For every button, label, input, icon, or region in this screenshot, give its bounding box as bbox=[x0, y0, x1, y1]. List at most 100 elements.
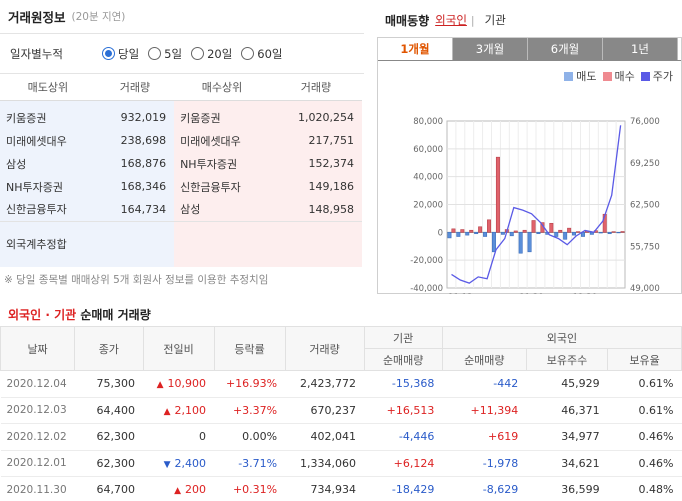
y-left-tick-label: -40,000 bbox=[410, 284, 443, 294]
delay-note: (20분 지연) bbox=[71, 11, 126, 23]
tab-1month[interactable]: 1개월 bbox=[378, 38, 453, 60]
tab-6month[interactable]: 6개월 bbox=[528, 38, 603, 60]
buy-bar bbox=[620, 231, 625, 233]
period-tabs: 1개월 3개월 6개월 1년 bbox=[378, 38, 681, 61]
legend-buy: 매수 bbox=[602, 68, 635, 84]
cell-foreign-hold: 36,599 bbox=[526, 476, 608, 501]
change-value: 0 bbox=[199, 430, 207, 444]
cell-change: ▲ 10,900 bbox=[143, 370, 215, 398]
buy-bar bbox=[558, 229, 563, 233]
cell-close: 62,300 bbox=[74, 450, 144, 477]
flow-table-title: 외국인 · 기관 순매매 거래량 bbox=[8, 306, 151, 323]
sell-broker: NH투자증권 bbox=[0, 175, 96, 198]
period-radio-20d[interactable]: 20일 bbox=[191, 46, 232, 62]
foreign-estimate-value bbox=[174, 220, 362, 267]
down-triangle-icon: ▼ bbox=[163, 459, 171, 470]
cell-date: 2020.12.03 bbox=[0, 397, 75, 424]
sell-bar bbox=[465, 232, 470, 236]
legend-swatch bbox=[602, 71, 612, 81]
change-value: 2,100 bbox=[174, 403, 207, 417]
col-date: 날짜 bbox=[0, 326, 76, 371]
y-right-tick-label: 69,250 bbox=[630, 159, 660, 169]
buy-bar bbox=[513, 230, 518, 233]
tab-3month[interactable]: 3개월 bbox=[453, 38, 528, 60]
cell-foreign-ratio: 0.46% bbox=[607, 450, 682, 477]
y-right-tick-label: 76,000 bbox=[630, 117, 660, 127]
sell-bar bbox=[447, 232, 452, 239]
y-left-tick-label: 20,000 bbox=[413, 201, 443, 211]
sell-bar bbox=[554, 232, 559, 237]
legend-label: 매수 bbox=[614, 70, 635, 83]
col-group-institution: 기관 bbox=[363, 326, 443, 349]
period-radio-60d[interactable]: 60일 bbox=[241, 46, 283, 62]
col-sell-broker: 매도상위 bbox=[0, 74, 96, 101]
change-value: 10,900 bbox=[167, 377, 207, 391]
col-foreign-ratio: 보유율 bbox=[607, 348, 682, 371]
col-buy-volume: 거래량 bbox=[269, 74, 362, 101]
legend-swatch bbox=[564, 71, 574, 81]
table-row: 2020.12.02 62,300 0 0.00% 402,041 -4,446 +619 3… bbox=[0, 423, 682, 451]
buy-bar bbox=[487, 219, 492, 233]
cell-foreign-hold: 45,929 bbox=[526, 370, 608, 398]
cell-date: 2020.12.01 bbox=[0, 450, 75, 477]
link-institution[interactable]: 기관 bbox=[484, 13, 506, 27]
sell-bar bbox=[509, 232, 514, 237]
table-row: NH투자증권 168,346 신한금융투자 149,186 bbox=[0, 175, 362, 198]
col-buy-broker: 매수상위 bbox=[174, 74, 270, 101]
trading-trend-panel: 매매동향 외국인 | 기관 1개월 3개월 6개월 1년 매도 매수 주가 80… bbox=[377, 8, 682, 294]
x-tick-label: 11.12 bbox=[448, 293, 472, 294]
legend-label: 주가 bbox=[652, 70, 673, 83]
cell-change: ▲ 2,100 bbox=[143, 397, 215, 424]
table-row: 2020.12.03 64,400 ▲ 2,100 +3.37% 670,237 +16,5… bbox=[0, 397, 682, 424]
sell-bar bbox=[474, 232, 479, 235]
cell-volume: 1,334,060 bbox=[285, 450, 365, 477]
buy-broker: 미래에셋대우 bbox=[174, 129, 270, 152]
col-foreign-hold: 보유주수 bbox=[525, 348, 609, 371]
table-row: 2020.11.30 64,700 ▲ 200 +0.31% 734,934 -18,429… bbox=[0, 476, 682, 501]
cell-volume: 734,934 bbox=[285, 476, 365, 501]
foreign-estimate-label: 외국계추정합 bbox=[0, 220, 175, 267]
col-foreign-net: 순매매량 bbox=[441, 348, 527, 371]
cell-inst-net: -4,446 bbox=[364, 423, 443, 451]
period-label: 일자별누적 bbox=[10, 46, 63, 61]
change-value: 2,400 bbox=[174, 456, 207, 470]
price-line bbox=[451, 125, 622, 284]
buy-bar bbox=[611, 231, 616, 233]
col-close: 종가 bbox=[74, 326, 144, 371]
up-triangle-icon: ▲ bbox=[174, 486, 182, 497]
cell-volume: 402,041 bbox=[285, 423, 365, 451]
cell-change: ▼ 2,400 bbox=[143, 450, 215, 477]
radio-icon bbox=[241, 47, 255, 60]
y-right-tick-label: 55,750 bbox=[630, 242, 660, 252]
period-radio-5d[interactable]: 5일 bbox=[148, 46, 182, 62]
period-radio-today[interactable]: 당일 bbox=[102, 46, 139, 62]
cell-rate: -3.71% bbox=[214, 450, 286, 477]
sell-broker: 신한금융투자 bbox=[0, 198, 96, 221]
sell-volume: 168,876 bbox=[95, 152, 175, 175]
buy-volume: 152,374 bbox=[269, 152, 362, 175]
buy-bar bbox=[522, 229, 527, 233]
link-foreign[interactable]: 외국인 bbox=[435, 13, 467, 27]
buy-bar bbox=[451, 228, 456, 233]
buy-volume: 217,751 bbox=[269, 129, 362, 152]
broker-title: 거래원정보 bbox=[8, 10, 66, 25]
buy-bar bbox=[478, 226, 483, 233]
sell-bar bbox=[491, 232, 496, 253]
trend-title: 매매동향 bbox=[385, 13, 430, 28]
sell-bar bbox=[456, 232, 461, 237]
buy-bar bbox=[495, 156, 500, 233]
y-left-tick-label: 0 bbox=[438, 228, 443, 238]
cell-foreign-hold: 34,621 bbox=[526, 450, 608, 477]
cell-inst-net: +16,513 bbox=[364, 397, 443, 424]
col-group-foreign: 외국인 bbox=[441, 326, 682, 349]
cell-close: 75,300 bbox=[74, 370, 144, 398]
tab-1year[interactable]: 1년 bbox=[603, 38, 678, 60]
table-row: 신한금융투자 164,734 삼성 148,958 bbox=[0, 198, 362, 221]
buy-bar bbox=[576, 231, 581, 233]
up-triangle-icon: ▲ bbox=[163, 406, 171, 417]
sell-bar bbox=[500, 232, 505, 235]
title-institution: 기관 bbox=[54, 308, 77, 322]
y-right-tick-label: 62,500 bbox=[630, 201, 660, 211]
legend-sell: 매도 bbox=[564, 68, 597, 84]
buy-volume: 1,020,254 bbox=[269, 100, 362, 129]
